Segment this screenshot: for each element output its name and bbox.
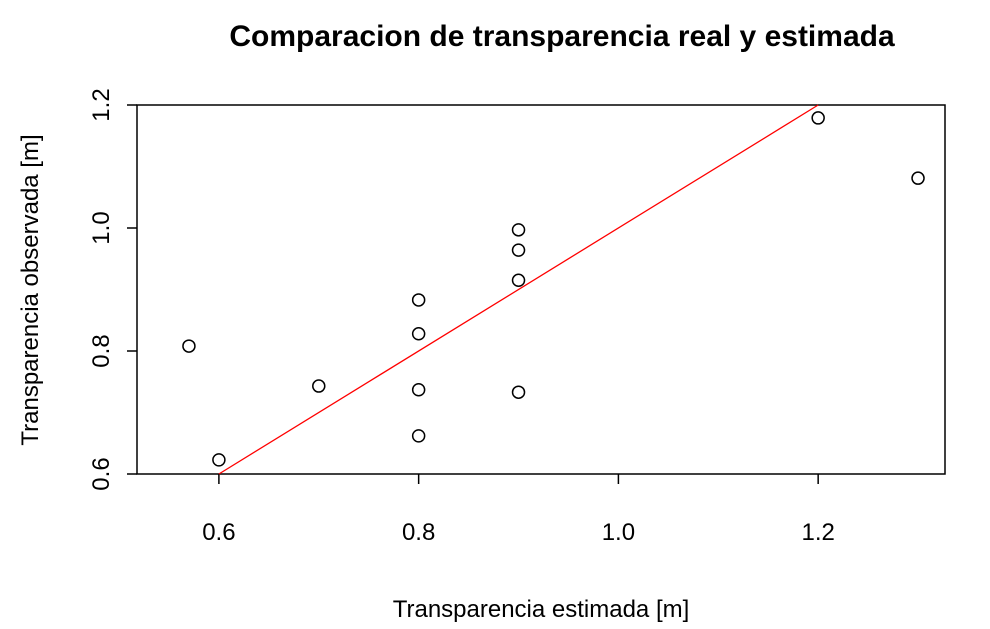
point [411,429,426,443]
point [911,171,925,185]
point [411,382,426,397]
x-tick-label: 0.6 [202,519,235,546]
point [411,293,426,307]
x-axis-label: Transparencia estimada [m] [393,596,690,623]
y-tick-label: 1.2 [88,88,115,121]
point [411,327,426,341]
point [212,453,226,467]
y-tick-label: 0.8 [88,334,115,367]
point [312,379,326,393]
y-tick-label: 1.0 [88,211,115,244]
point [182,339,196,353]
point [811,111,825,125]
y-axis-label: Transparencia observada [m] [17,134,44,445]
x-tick-label: 1.2 [801,519,834,546]
plot-frame [136,104,946,475]
reference-line [218,104,819,475]
x-tick-label: 0.8 [402,519,435,546]
point [511,243,526,257]
chart-title: Comparacion de transparencia real y esti… [229,20,895,53]
point [511,223,526,237]
point [511,385,526,399]
point [511,273,526,288]
x-tick-label: 1.0 [602,519,635,546]
y-tick-label: 0.6 [88,457,115,490]
